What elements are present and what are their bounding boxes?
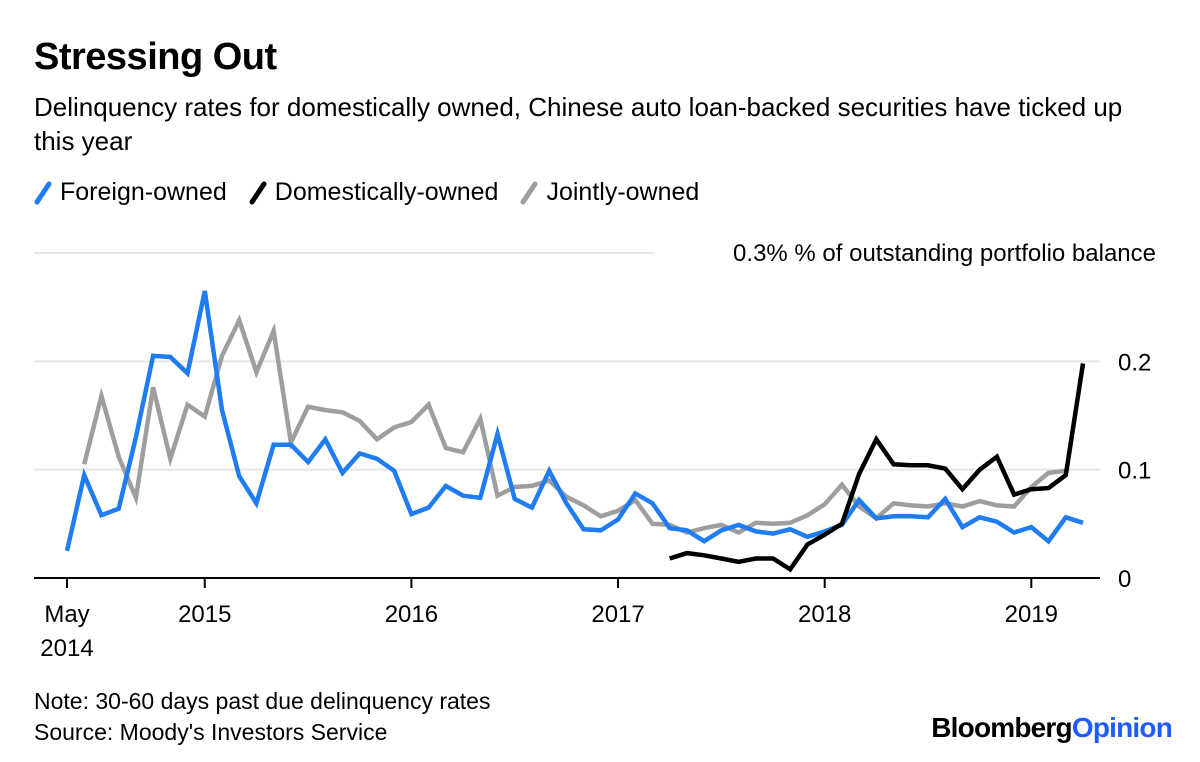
- brand-logo: BloombergOpinion: [931, 712, 1173, 744]
- x-tick-label: 2016: [385, 601, 438, 628]
- chart-title: Stressing Out: [34, 36, 277, 78]
- x-tick-label: 2017: [591, 601, 644, 628]
- legend: Foreign-owned Domestically-owned Jointly…: [34, 178, 699, 207]
- legend-item-foreign: Foreign-owned: [34, 178, 227, 207]
- legend-swatch-foreign: [34, 181, 52, 204]
- y-tick-label: 0.1: [1118, 458, 1151, 485]
- x-tick-label: 2019: [1005, 601, 1058, 628]
- footer: Note: 30-60 days past due delinquency ra…: [34, 686, 490, 748]
- legend-item-joint: Jointly-owned: [520, 178, 699, 207]
- line-chart: 0 0.1 0.2 0.3% % of outstanding portfolio b…: [34, 240, 1156, 662]
- y-tick-label: 0.2: [1118, 349, 1151, 376]
- x-tick-label: May: [44, 601, 89, 628]
- y-tick-label: 0: [1118, 566, 1131, 593]
- y-axis-label: % of outstanding portfolio balance: [788, 240, 1156, 267]
- series-line-domestically-owned: [669, 363, 1086, 573]
- brand-part-1: Bloomberg: [931, 712, 1072, 743]
- legend-swatch-joint: [520, 181, 538, 204]
- chart-source: Source: Moody's Investors Service: [34, 719, 388, 745]
- x-tick-label: 2015: [178, 601, 231, 628]
- legend-label-joint: Jointly-owned: [546, 178, 700, 206]
- legend-label-foreign: Foreign-owned: [60, 178, 227, 206]
- chart-note: Note: 30-60 days past due delinquency ra…: [34, 688, 491, 714]
- legend-swatch-domestic: [249, 181, 267, 204]
- x-tick-label: 2018: [798, 601, 851, 628]
- series-line-foreign-owned: [64, 290, 1084, 552]
- series-line-jointly-owned: [82, 314, 1067, 536]
- legend-item-domestic: Domestically-owned: [249, 178, 499, 207]
- chart-subtitle: Delinquency rates for domestically owned…: [34, 92, 1123, 156]
- y-tick-label: 0.3% % of outstanding portfolio balance: [733, 240, 1156, 267]
- legend-label-domestic: Domestically-owned: [274, 178, 499, 206]
- brand-part-2: Opinion: [1071, 712, 1173, 743]
- x-tick-label: 2014: [40, 635, 93, 662]
